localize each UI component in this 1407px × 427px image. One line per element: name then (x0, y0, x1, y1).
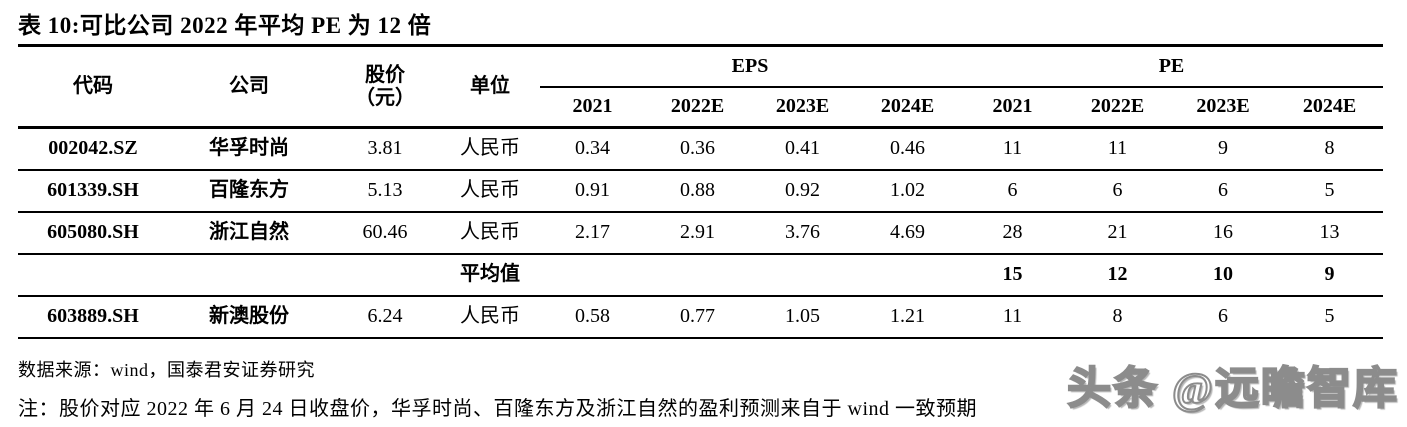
cell-avg-pe-2023e: 10 (1213, 263, 1233, 285)
cell-eps-2021: 0.58 (575, 305, 610, 327)
average-row: 平均值 15 12 10 9 (18, 254, 1383, 296)
cell-eps-2024e: 0.46 (890, 137, 925, 160)
col-header-price-line2: （元） (355, 86, 415, 109)
col-header-price-line1: 股价 (365, 63, 405, 86)
table-header: 代码 公司 股价 （元） 单位 EPS PE 2021 2022E 2023E … (18, 45, 1383, 128)
table-title: 表 10:可比公司 2022 年平均 PE 为 12 倍 (18, 13, 432, 38)
col-header-pe-2024e: 2024E (1302, 95, 1357, 118)
cell-code: 605080.SH (47, 221, 139, 243)
cell-pe-2023e: 6 (1218, 179, 1228, 201)
watermark-text: 头条 @远瞻智库 (1066, 363, 1399, 414)
footnote-text: 注：股价对应 2022 年 6 月 24 日收盘价，华孚时尚、百隆东方及浙江自然… (18, 398, 977, 420)
cell-eps-2022e: 2.91 (680, 221, 715, 243)
col-header-pe-2022e: 2022E (1090, 95, 1145, 118)
col-header-unit: 单位 (470, 75, 510, 97)
cell-price: 6.24 (367, 305, 403, 327)
cell-pe-2024e: 5 (1324, 305, 1335, 327)
col-header-code: 代码 (73, 75, 113, 97)
cell-pe-2023e: 9 (1218, 137, 1228, 160)
cell-empty (540, 254, 645, 296)
cell-empty (18, 254, 168, 296)
cell-avg-pe-2024e: 9 (1324, 263, 1335, 285)
cell-empty (855, 254, 960, 296)
col-header-company: 公司 (229, 75, 269, 97)
table-row-huafu: 002042.SZ 华孚时尚 3.81 人民币 0.34 0.36 0.41 0… (18, 128, 1383, 170)
cell-pe-2021: 11 (1002, 137, 1023, 160)
cell-eps-2024e: 1.02 (890, 179, 925, 201)
cell-unit: 人民币 (460, 221, 520, 243)
cell-code: 603889.SH (47, 305, 139, 327)
cell-pe-2023e: 16 (1213, 221, 1233, 243)
header-row-years: 2021 2022E 2023E 2024E 2021 2022E 2023E … (18, 87, 1383, 128)
cell-pe-2021: 6 (1007, 179, 1018, 201)
cell-pe-2021: 28 (1002, 221, 1023, 243)
header-row-groups: 代码 公司 股价 （元） 单位 EPS PE (18, 45, 1383, 109)
col-header-eps-2024e: 2024E (880, 95, 935, 118)
cell-eps-2023e: 3.76 (785, 221, 820, 243)
cell-price: 60.46 (362, 221, 408, 243)
cell-empty (330, 254, 440, 296)
cell-eps-2021: 0.91 (575, 179, 610, 201)
cell-pe-2022e: 21 (1107, 221, 1128, 243)
col-header-eps-2023e: 2023E (775, 95, 830, 118)
cell-pe-2022e: 6 (1112, 179, 1123, 201)
table-body: 002042.SZ 华孚时尚 3.81 人民币 0.34 0.36 0.41 0… (18, 128, 1383, 338)
cell-eps-2024e: 1.21 (890, 305, 925, 327)
cell-eps-2023e: 0.41 (785, 137, 820, 160)
cell-company: 新澳股份 (209, 305, 289, 327)
cell-pe-2024e: 8 (1324, 137, 1335, 160)
cell-unit: 人民币 (460, 179, 520, 201)
col-header-pe-2021: 2021 (992, 95, 1033, 118)
table-row-bailong: 601339.SH 百隆东方 5.13 人民币 0.91 0.88 0.92 1… (18, 170, 1383, 212)
cell-code: 601339.SH (47, 179, 139, 201)
cell-unit: 人民币 (460, 305, 520, 327)
average-label: 平均值 (460, 263, 520, 285)
cell-code: 002042.SZ (48, 137, 138, 160)
cell-pe-2024e: 5 (1324, 179, 1335, 201)
cell-empty (750, 254, 855, 296)
cell-pe-2023e: 6 (1218, 305, 1228, 327)
cell-eps-2023e: 1.05 (785, 305, 820, 327)
col-header-eps-2022e: 2022E (670, 95, 725, 118)
cell-avg-pe-2021: 15 (1002, 263, 1023, 285)
table-row-xinao: 603889.SH 新澳股份 6.24 人民币 0.58 0.77 1.05 1… (18, 296, 1383, 338)
cell-empty (645, 254, 750, 296)
cell-company: 百隆东方 (209, 179, 289, 201)
cell-pe-2021: 11 (1002, 305, 1023, 327)
col-header-price: 股价 （元） (330, 46, 440, 128)
cell-empty (168, 254, 330, 296)
cell-eps-2023e: 0.92 (785, 179, 820, 201)
cell-pe-2022e: 8 (1112, 305, 1123, 327)
col-header-eps-2021: 2021 (572, 95, 613, 118)
comparable-companies-table: 代码 公司 股价 （元） 单位 EPS PE 2021 2022E 2023E … (18, 44, 1383, 339)
cell-eps-2024e: 4.69 (890, 221, 925, 243)
col-group-eps: EPS (540, 45, 960, 88)
cell-eps-2022e: 0.77 (680, 305, 715, 327)
cell-pe-2022e: 11 (1107, 137, 1128, 160)
cell-price: 3.81 (367, 137, 403, 160)
cell-price: 5.13 (367, 179, 403, 201)
cell-company: 华孚时尚 (209, 137, 289, 160)
table-row-zhejiang: 605080.SH 浙江自然 60.46 人民币 2.17 2.91 3.76 … (18, 212, 1383, 254)
col-header-pe-2023e: 2023E (1196, 95, 1250, 118)
cell-eps-2022e: 0.88 (680, 179, 715, 201)
cell-eps-2021: 0.34 (575, 137, 610, 160)
cell-eps-2022e: 0.36 (680, 137, 715, 160)
cell-pe-2024e: 13 (1319, 221, 1340, 243)
cell-eps-2021: 2.17 (575, 221, 610, 243)
data-source-text: 数据来源：wind，国泰君安证券研究 (18, 360, 315, 380)
cell-company: 浙江自然 (209, 221, 289, 243)
cell-unit: 人民币 (460, 137, 520, 160)
col-group-pe: PE (960, 45, 1383, 88)
cell-avg-pe-2022e: 12 (1107, 263, 1128, 285)
